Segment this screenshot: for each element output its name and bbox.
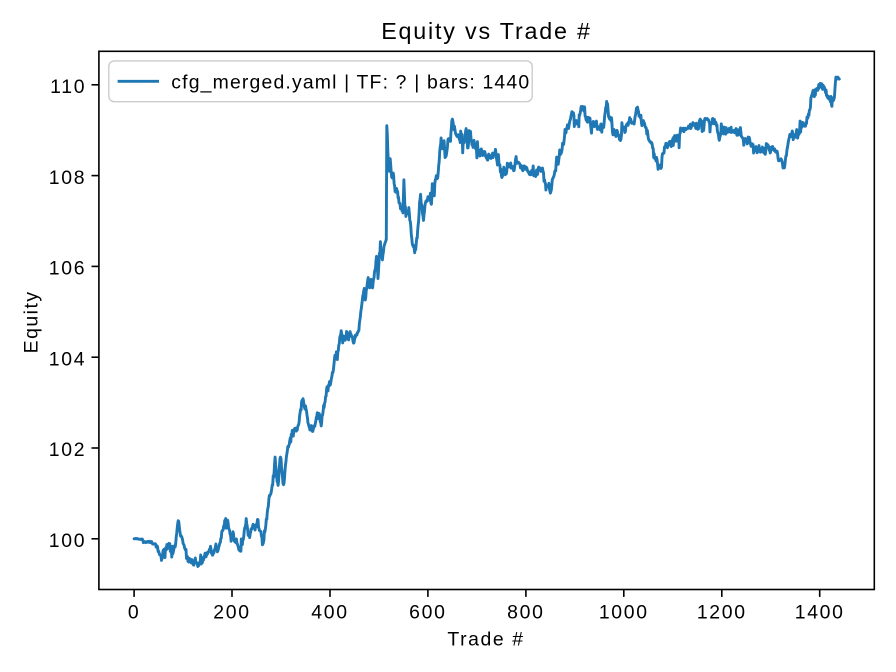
svg-text:cfg_merged.yaml | TF: ? | bars: cfg_merged.yaml | TF: ? | bars: 1440 <box>171 71 530 93</box>
svg-text:100: 100 <box>49 530 86 552</box>
svg-text:1400: 1400 <box>795 602 845 624</box>
svg-text:600: 600 <box>409 602 446 624</box>
svg-text:Trade #: Trade # <box>447 629 524 651</box>
svg-text:106: 106 <box>49 258 86 280</box>
svg-text:110: 110 <box>50 76 86 98</box>
svg-text:Equity: Equity <box>21 290 43 353</box>
svg-text:108: 108 <box>49 167 86 189</box>
svg-text:1200: 1200 <box>697 602 747 624</box>
svg-text:1000: 1000 <box>599 602 649 624</box>
svg-text:104: 104 <box>49 348 86 370</box>
svg-text:102: 102 <box>49 439 86 461</box>
svg-text:800: 800 <box>507 602 544 624</box>
svg-text:200: 200 <box>213 602 250 624</box>
svg-text:400: 400 <box>311 602 348 624</box>
svg-text:0: 0 <box>128 602 140 624</box>
svg-text:Equity vs Trade #: Equity vs Trade # <box>381 18 592 44</box>
